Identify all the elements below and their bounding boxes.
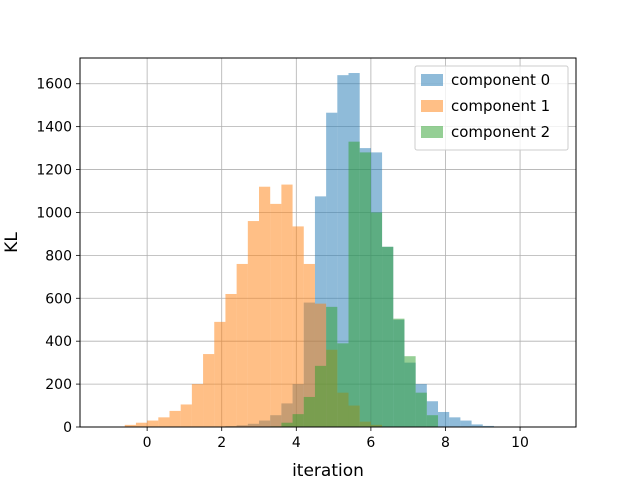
x-tick-label: 8 bbox=[441, 435, 450, 451]
histogram-bar bbox=[326, 112, 338, 428]
histogram-bar bbox=[158, 417, 170, 427]
histogram-bar bbox=[214, 321, 226, 427]
histogram-bar bbox=[393, 318, 405, 427]
histogram-bar bbox=[169, 410, 181, 427]
legend-label: component 2 bbox=[451, 123, 550, 141]
histogram-bar bbox=[191, 384, 204, 427]
series-2-bars bbox=[270, 141, 439, 427]
histogram-bar bbox=[337, 75, 349, 428]
histogram-bar bbox=[337, 343, 349, 427]
histogram-bar bbox=[382, 246, 394, 427]
legend-swatch bbox=[421, 74, 443, 86]
y-tick-label: 600 bbox=[45, 291, 72, 307]
histogram-bar bbox=[247, 221, 260, 427]
x-tick-label: 10 bbox=[511, 435, 529, 451]
histogram-bar bbox=[225, 293, 237, 427]
y-tick-label: 1400 bbox=[36, 120, 72, 136]
histogram-bar bbox=[270, 203, 282, 427]
histogram-bar bbox=[460, 420, 472, 427]
histogram-bar bbox=[404, 356, 416, 427]
histogram-bars bbox=[124, 73, 494, 428]
legend: component 0 component 1 component 2 bbox=[414, 65, 569, 151]
histogram-bar bbox=[281, 184, 293, 427]
histogram-bar bbox=[236, 263, 248, 427]
y-tick-label: 200 bbox=[45, 377, 72, 393]
histogram-bar bbox=[415, 392, 427, 427]
y-tick-label: 1000 bbox=[36, 205, 72, 221]
x-tick-label: 0 bbox=[143, 435, 152, 451]
histogram-bar bbox=[314, 303, 327, 427]
y-tick-label: 0 bbox=[63, 420, 72, 436]
histogram-bar bbox=[359, 152, 371, 427]
x-axis-ticks: 0 2 4 6 8 10 bbox=[143, 427, 529, 451]
y-tick-label: 1600 bbox=[36, 77, 72, 93]
histogram-bar bbox=[426, 415, 439, 427]
histogram-bar bbox=[135, 422, 148, 427]
legend-label: component 1 bbox=[451, 97, 550, 115]
y-tick-label: 800 bbox=[45, 248, 72, 264]
y-tick-label: 1200 bbox=[36, 163, 72, 179]
histogram-bar bbox=[482, 425, 494, 427]
y-tick-label: 400 bbox=[45, 334, 72, 350]
histogram-bar bbox=[303, 263, 315, 427]
histogram-bar bbox=[426, 401, 439, 427]
histogram-bar bbox=[292, 226, 304, 427]
legend-label: component 0 bbox=[451, 71, 550, 89]
histogram-bar bbox=[281, 422, 293, 427]
legend-swatch bbox=[421, 126, 443, 138]
histogram-bar bbox=[259, 186, 271, 427]
histogram-bar bbox=[326, 306, 338, 427]
plot-frame bbox=[79, 57, 577, 428]
histogram-bar bbox=[203, 354, 215, 427]
histogram-bar bbox=[314, 365, 327, 427]
x-tick-label: 4 bbox=[292, 435, 301, 451]
x-tick-label: 2 bbox=[217, 435, 226, 451]
y-axis-label: KL bbox=[2, 232, 22, 253]
histogram-bar bbox=[370, 212, 383, 427]
histogram-bar bbox=[147, 420, 159, 427]
histogram-bar bbox=[124, 424, 136, 427]
histogram-bar bbox=[180, 404, 192, 427]
x-axis-label: iteration bbox=[292, 461, 364, 480]
histogram-bar bbox=[449, 417, 461, 427]
histogram-bar bbox=[348, 141, 360, 427]
histogram-bar bbox=[471, 424, 483, 427]
x-tick-label: 6 bbox=[366, 435, 375, 451]
legend-box bbox=[414, 65, 569, 151]
histogram-bar bbox=[438, 411, 450, 427]
y-axis-ticks: 0 200 400 600 800 1000 1200 1400 1600 bbox=[36, 77, 80, 436]
histogram-bar bbox=[303, 396, 315, 427]
legend-swatch bbox=[421, 100, 443, 112]
histogram-bar bbox=[292, 414, 304, 427]
